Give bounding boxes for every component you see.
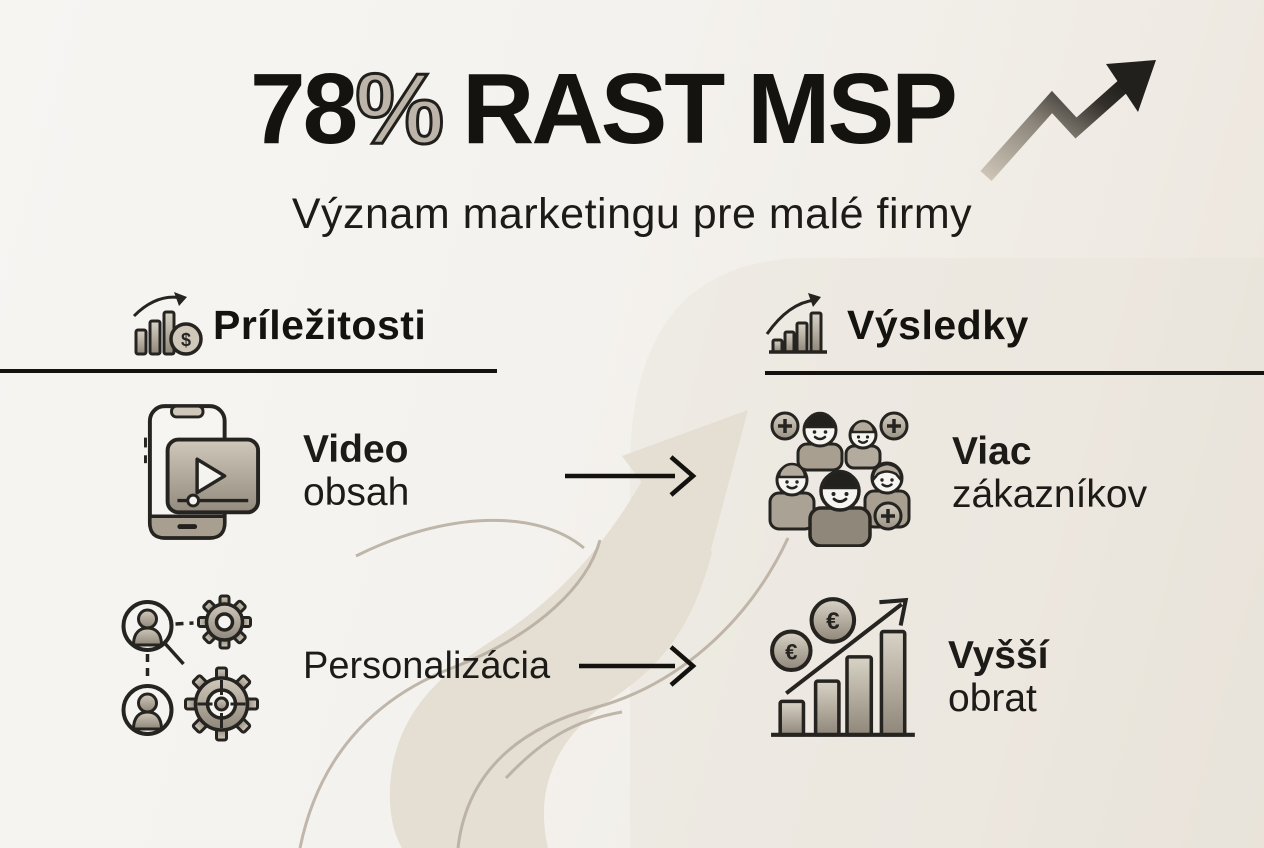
plus-badge-icon	[879, 411, 909, 441]
stat-value: 78	[250, 53, 358, 165]
svg-text:$: $	[181, 330, 191, 350]
revenue-bars-euro-icon: € €	[770, 597, 915, 737]
bar-chart-dollar-icon: $	[132, 292, 203, 356]
gear-target-icon	[184, 666, 259, 742]
right-arrow-connector-1	[565, 455, 697, 497]
left-item-2-label-rest: Personalizácia	[303, 645, 551, 687]
user-circle-icon	[121, 684, 174, 736]
left-column-heading: Príležitosti	[213, 302, 427, 348]
right-item-2-label-bold: Vyšší	[948, 634, 1049, 677]
users-gears-icon	[121, 594, 259, 742]
plus-badge-icon	[873, 501, 903, 531]
svg-text:€: €	[785, 639, 797, 664]
bar-chart-growth-icon	[765, 293, 827, 354]
customer-group-icon	[768, 411, 911, 547]
euro-coin-icon: €	[809, 597, 857, 644]
zigzag-growth-arrow-icon	[980, 60, 1156, 181]
right-item-2-label-rest: obrat	[948, 677, 1037, 720]
right-item-1-label-rest: zákazníkov	[952, 473, 1148, 516]
left-heading-underline	[0, 369, 497, 373]
decorative-swirl-lines	[298, 518, 790, 848]
user-circle-icon	[121, 600, 174, 652]
percent-symbol: %	[354, 52, 446, 167]
left-item-1-label: Video obsah	[303, 428, 409, 514]
gear-icon	[197, 594, 252, 650]
left-item-2-label: Personalizácia	[303, 645, 550, 688]
right-item-1-label-bold: Viac	[952, 430, 1032, 473]
right-arrow-connector-2	[579, 645, 697, 687]
watermark-up-arrow	[389, 410, 748, 848]
title-text: RAST MSP	[462, 53, 958, 165]
smartphone-video-player-icon	[144, 404, 261, 540]
left-item-1-label-rest: obsah	[303, 471, 410, 514]
right-item-2-label: Vyšší obrat	[948, 634, 1048, 720]
left-item-1-label-bold: Video	[303, 428, 409, 471]
right-column-heading: Výsledky	[847, 302, 1029, 348]
svg-text:€: €	[826, 608, 840, 635]
euro-coin-icon: €	[770, 629, 813, 673]
right-item-1-label: Viac zákazníkov	[952, 430, 1147, 516]
right-heading-underline	[765, 371, 1264, 375]
page-title: 78% RAST MSP	[250, 48, 958, 170]
plus-badge-icon	[770, 411, 800, 441]
subtitle: Význam marketingu pre malé firmy	[291, 190, 973, 238]
